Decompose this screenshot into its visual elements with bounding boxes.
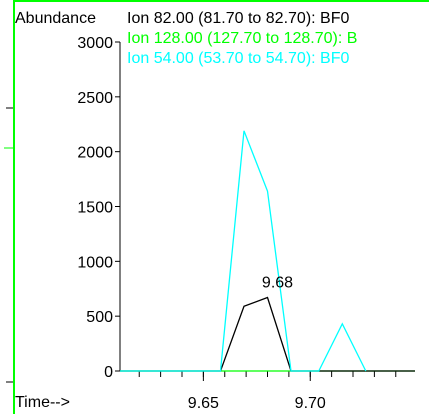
chart-frame xyxy=(13,0,429,414)
y-tick-label: 2000 xyxy=(77,145,113,162)
series-line xyxy=(120,296,415,372)
y-tick-label: 2500 xyxy=(77,90,113,107)
series-line xyxy=(120,130,367,372)
y-tick-label: 1500 xyxy=(77,200,113,217)
labels: Abundance Time--> Ion 82.00 (81.70 to 82.7… xyxy=(15,10,357,411)
legend-entry: Ion 54.00 (53.70 to 54.70): BF0 xyxy=(127,50,349,67)
x-tick-label: 9.70 xyxy=(295,395,326,412)
axes: 0 500 1000 1500 2000 2500 3000 9.65 9.70 xyxy=(77,35,415,412)
y-axis-title: Abundance xyxy=(15,10,96,27)
x-tick-label: 9.65 xyxy=(188,395,219,412)
legend-entry: Ion 82.00 (81.70 to 82.70): BF0 xyxy=(127,10,349,27)
y-tick-label: 1000 xyxy=(77,254,113,271)
y-tick-label: 0 xyxy=(104,364,113,381)
y-tick-label: 3000 xyxy=(77,35,113,52)
edge-marks xyxy=(4,107,13,383)
series-layer xyxy=(120,130,415,372)
y-tick-label: 500 xyxy=(86,309,113,326)
x-axis-title: Time--> xyxy=(15,394,70,411)
legend-entry: Ion 128.00 (127.70 to 128.70): B xyxy=(127,30,357,47)
peak-label: 9.68 xyxy=(262,275,293,292)
